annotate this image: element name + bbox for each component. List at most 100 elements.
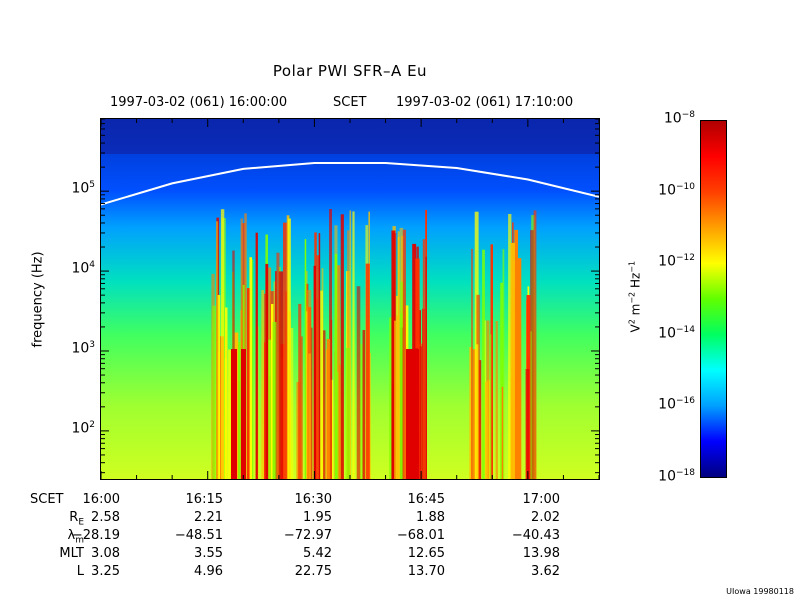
spectrogram-streak [389, 317, 394, 479]
spectrogram-streak [475, 344, 479, 479]
spectrogram-streak [396, 315, 399, 479]
ephemeris-value: 1.95 [303, 510, 332, 525]
spectrogram-streak [271, 304, 274, 479]
colorbar-tick-label: 10−18 [658, 468, 695, 485]
spectrogram-streak [394, 320, 396, 479]
spectrogram-streak [247, 288, 250, 479]
spectrogram-streak [345, 347, 350, 479]
ephemeris-value: 4.96 [194, 564, 223, 579]
spectrogram-streak [338, 364, 341, 479]
spectrogram-streak [255, 232, 258, 479]
spectrogram-streak [425, 256, 427, 479]
ephemeris-value: 2.21 [194, 510, 223, 525]
ephemeris-row-label: L [76, 564, 84, 579]
ephemeris-value: 13.70 [407, 564, 445, 579]
spectrogram-streak [304, 239, 307, 479]
ephemeris-value: 16:15 [185, 492, 223, 507]
spectrogram-streak [530, 230, 534, 479]
ephemeris-value: 3.55 [194, 546, 223, 561]
spectrogram-streak [276, 252, 280, 479]
spectrogram-streak [241, 349, 246, 479]
spectrogram-streak [267, 339, 271, 479]
ephemeris-value: 16:00 [82, 492, 120, 507]
spectrogram-svg [101, 119, 599, 479]
spectrogram-streak [265, 263, 269, 479]
spectrogram-streak [525, 369, 530, 479]
spectrogram-streak [469, 347, 473, 479]
ephemeris-value: 22.75 [294, 564, 332, 579]
spectrogram-streak [514, 229, 518, 479]
spectrogram-streak [510, 242, 515, 479]
header-scet-label: SCET [333, 95, 367, 110]
ephemeris-row-label: RE [69, 510, 84, 528]
spectrogram-streak [349, 210, 352, 479]
spectrogram-streak [313, 265, 316, 479]
spectrogram-streak [217, 295, 221, 479]
spectrogram-streak [323, 330, 326, 479]
spectrogram-streak [362, 330, 366, 479]
spectrogram-streak [220, 209, 225, 479]
spectrogram-streak [300, 336, 303, 479]
spectrogram-streak [482, 249, 485, 479]
spectrogram-streak [391, 384, 394, 479]
y-tick-label: 102 [71, 419, 95, 437]
spectrogram-streak [319, 290, 323, 479]
header-start-time: 1997-03-02 (061) 16:00:00 [110, 95, 288, 110]
spectrogram-streak [365, 263, 370, 479]
spectrogram-streak [471, 248, 473, 479]
spectrogram-streak [272, 322, 277, 479]
spectrogram-streak [305, 271, 308, 479]
spectrogram-streak [402, 229, 406, 479]
spectrogram-streak [216, 221, 219, 479]
spectrogram-streak [397, 237, 400, 479]
y-tick-label: 105 [71, 180, 95, 197]
spectrogram-streak [502, 249, 505, 479]
ephemeris-value: 5.42 [303, 546, 332, 561]
ephemeris-row-label: λm [67, 528, 84, 546]
spectrogram-streak [495, 321, 498, 479]
spectrogram-streak [238, 342, 241, 479]
colorbar-tick-label: 10−8 [663, 110, 695, 127]
spectrogram-streak [485, 381, 488, 479]
spectrogram-streak [489, 334, 492, 479]
spectrogram-streak [228, 349, 232, 479]
spectrogram-streak [422, 239, 425, 479]
spectrogram-streak [484, 320, 486, 479]
colorbar-tick-label: 10−10 [658, 181, 695, 199]
spectrogram-streak [340, 214, 344, 479]
spectrogram-streak [501, 386, 504, 479]
spectrogram-streak [251, 259, 254, 479]
colorbar-tick-label: 10−16 [658, 396, 695, 414]
spectrogram-streak [399, 313, 403, 479]
spectrogram-streak [486, 320, 490, 479]
spectrogram-streak [516, 258, 522, 479]
plasma-frequency-curve [101, 162, 599, 206]
ephemeris-row-label: MLT [59, 546, 84, 561]
spectrogram-streak [283, 222, 288, 479]
y-tick-label: 104 [71, 260, 95, 277]
spectrogram-streak [307, 290, 312, 479]
spectrogram-streak [310, 327, 313, 479]
ephemeris-value: −72.97 [283, 528, 332, 543]
ephemeris-value: 3.25 [91, 564, 120, 579]
spectrogram-streak [285, 291, 287, 479]
y-tick-label: 103 [71, 339, 95, 357]
ephemeris-value: 17:00 [522, 492, 560, 507]
spectrogram-streak [478, 360, 482, 479]
spectrogram-streak [278, 271, 283, 479]
spectrogram-streak [318, 233, 321, 479]
spectrogram-streak [352, 211, 355, 479]
ephemeris-value: 2.58 [91, 510, 120, 525]
spectrogram-streak [411, 349, 419, 479]
spectrogram-streak [212, 305, 217, 479]
ephemeris-value: 12.65 [407, 546, 445, 561]
ephemeris-row-label: SCET [30, 492, 64, 507]
colorbar-label: V2 m−2 Hz−1 [627, 260, 643, 333]
spectrogram-streak [329, 209, 332, 479]
spectrogram-streak [360, 344, 364, 479]
colorbar-tick-label: 10−14 [658, 324, 695, 342]
spectrogram-streak [261, 290, 265, 479]
spectrogram-streak [326, 339, 331, 479]
y-axis-label: frequency (Hz) [30, 251, 46, 348]
spectrogram-streak [500, 282, 504, 479]
